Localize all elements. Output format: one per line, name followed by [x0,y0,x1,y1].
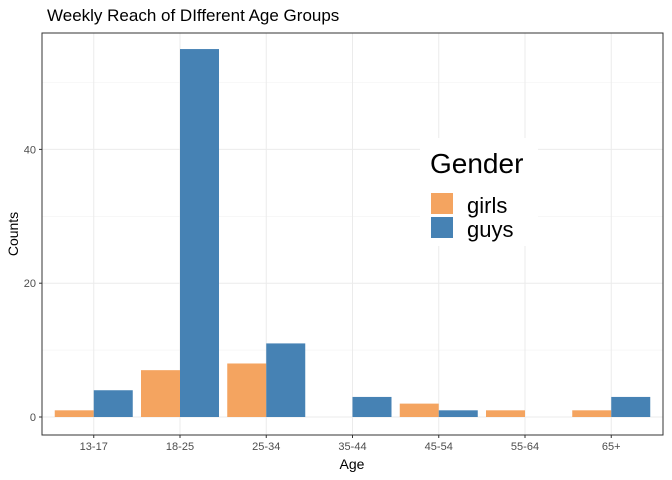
legend: Gender girls guys [420,138,538,246]
legend-key-guys [431,217,453,238]
x-axis: 13-17 18-25 25-34 35-44 45-54 55-64 65+ [80,435,621,453]
legend-label-girls: girls [467,193,507,218]
bar-guys-45-54 [438,410,478,417]
grid-lines [42,33,663,435]
x-tick-label: 65+ [602,441,621,453]
bar-girls-25-34 [227,363,267,417]
bar-guys-65+ [611,396,651,417]
x-tick-label: 55-64 [511,441,539,453]
y-axis: 0 20 40 [24,144,42,424]
legend-key-girls [431,193,453,214]
bar-girls-18-25 [141,370,180,417]
bar-guys-35-44 [352,396,392,417]
legend-label-guys: guys [467,217,513,242]
x-tick-label: 13-17 [80,441,108,453]
bar-guys-13-17 [93,390,133,417]
bar-girls-65+ [572,410,612,417]
x-tick-label: 45-54 [425,441,453,453]
bars [54,49,651,418]
y-tick-label: 20 [24,278,36,290]
x-axis-title: Age [340,456,365,472]
bar-girls-13-17 [54,410,94,417]
x-tick-label: 25-34 [252,441,280,453]
y-tick-label: 0 [30,412,36,424]
legend-title: Gender [430,148,523,179]
bar-guys-18-25 [180,49,219,418]
bar-guys-25-34 [266,343,306,417]
x-tick-label: 18-25 [166,441,194,453]
chart-title: Weekly Reach of DIfferent Age Groups [47,6,339,25]
bar-girls-55-64 [486,410,525,417]
x-tick-label: 35-44 [338,441,366,453]
y-tick-label: 40 [24,144,36,156]
bar-girls-45-54 [399,403,439,417]
y-axis-title: Counts [5,212,21,256]
